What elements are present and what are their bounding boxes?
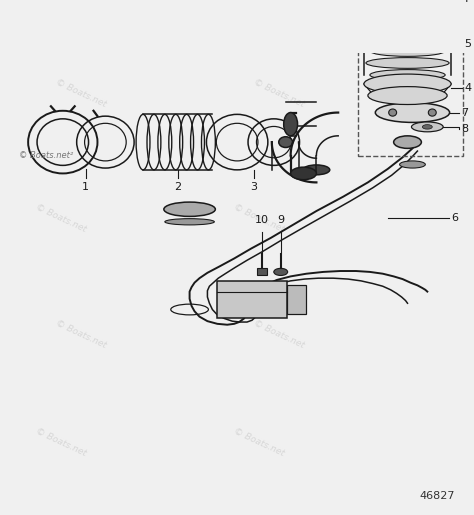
Text: 7: 7 xyxy=(461,108,468,117)
Text: 2: 2 xyxy=(174,182,181,193)
Ellipse shape xyxy=(400,161,425,168)
Text: © Boats.net: © Boats.net xyxy=(252,77,306,109)
Text: 8: 8 xyxy=(461,124,468,134)
Ellipse shape xyxy=(366,58,449,68)
Text: 6: 6 xyxy=(451,213,458,223)
Text: © Boats.net: © Boats.net xyxy=(252,319,306,350)
Ellipse shape xyxy=(411,122,443,132)
Text: © Boats.net: © Boats.net xyxy=(232,202,286,234)
Ellipse shape xyxy=(279,137,292,147)
Ellipse shape xyxy=(165,219,214,225)
Text: 5: 5 xyxy=(464,39,471,48)
Ellipse shape xyxy=(291,167,316,180)
Ellipse shape xyxy=(366,0,449,14)
Text: © Boats.net: © Boats.net xyxy=(54,319,108,350)
Ellipse shape xyxy=(422,125,432,129)
Ellipse shape xyxy=(370,46,445,56)
Text: 9: 9 xyxy=(277,215,284,226)
Ellipse shape xyxy=(364,74,451,94)
Bar xyxy=(358,0,463,156)
FancyBboxPatch shape xyxy=(287,285,307,314)
Ellipse shape xyxy=(284,113,298,136)
Circle shape xyxy=(428,109,436,116)
Text: 10: 10 xyxy=(255,215,269,226)
Text: 1: 1 xyxy=(82,182,89,193)
Ellipse shape xyxy=(366,10,449,21)
Text: 3: 3 xyxy=(250,182,257,193)
FancyBboxPatch shape xyxy=(257,268,267,276)
Ellipse shape xyxy=(370,70,445,80)
Ellipse shape xyxy=(274,268,288,276)
Ellipse shape xyxy=(366,33,449,44)
Text: © Boats.net: © Boats.net xyxy=(232,426,286,458)
Ellipse shape xyxy=(370,0,445,4)
Ellipse shape xyxy=(393,136,421,148)
Circle shape xyxy=(389,109,397,116)
Text: © Boats.net²: © Boats.net² xyxy=(19,151,73,160)
Ellipse shape xyxy=(368,87,447,105)
Text: © Boats.net: © Boats.net xyxy=(34,426,88,458)
Text: 46827: 46827 xyxy=(419,491,455,501)
Ellipse shape xyxy=(303,165,330,175)
Ellipse shape xyxy=(375,102,450,123)
FancyBboxPatch shape xyxy=(218,281,287,318)
Text: © Boats.net: © Boats.net xyxy=(54,77,108,109)
Ellipse shape xyxy=(370,22,445,32)
Text: 4: 4 xyxy=(464,83,471,93)
Text: © Boats.net: © Boats.net xyxy=(34,202,88,234)
Ellipse shape xyxy=(164,202,215,216)
Text: 4: 4 xyxy=(461,0,468,4)
